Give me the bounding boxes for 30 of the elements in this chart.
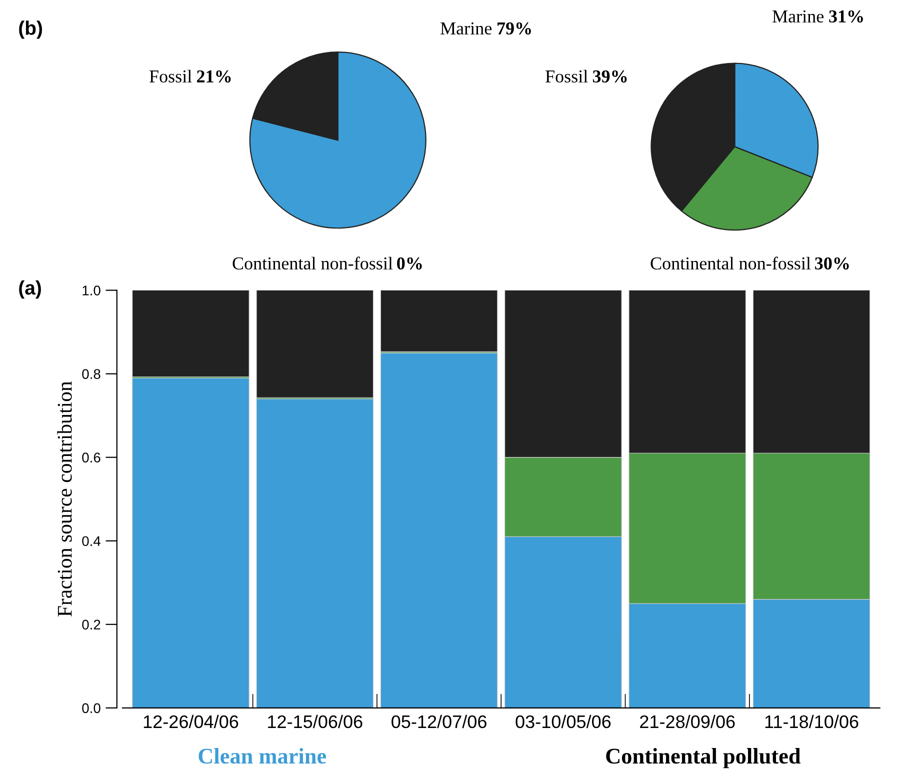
y-tick-label: 0.0 xyxy=(82,703,100,714)
y-tick-label: 0.4 xyxy=(82,536,101,546)
data-label: 31% xyxy=(829,10,863,23)
slice-label: Continental non-fossil xyxy=(650,256,811,270)
y-tick-label: 0.2 xyxy=(82,620,100,630)
data-label: 30% xyxy=(815,257,849,270)
data-label: 79% xyxy=(498,22,531,35)
text: Clean marine xyxy=(198,748,326,764)
text: (a) xyxy=(19,280,41,299)
x-tick-label: 11-18/10/06 xyxy=(765,714,858,728)
y-axis-title: Fraction source contribution xyxy=(57,381,72,617)
y-tick-label: 0.8 xyxy=(82,369,100,379)
text: Continental polluted xyxy=(606,748,801,768)
x-tick-label: 21-28/09/06 xyxy=(640,714,735,728)
text: (b) xyxy=(19,20,42,39)
pie-slice xyxy=(249,52,426,229)
x-tick-label: 12-15/06/06 xyxy=(268,714,362,728)
x-tick-label: 05-12/07/06 xyxy=(392,714,486,728)
data-label: 39% xyxy=(592,70,627,83)
slice-label: Fossil xyxy=(150,70,192,83)
y-tick-label: 0.6 xyxy=(82,452,100,462)
slice-label: Fossil xyxy=(546,70,588,83)
x-tick-label: 03-10/05/06 xyxy=(516,714,611,728)
text: 0% xyxy=(397,257,422,270)
x-tick-label: 12-26/04/06 xyxy=(144,714,238,728)
data-label: 21% xyxy=(197,70,231,83)
y-tick-label: 1.0 xyxy=(82,286,100,296)
category-label: Continental non-fossil xyxy=(232,256,393,270)
slice-label: Marine xyxy=(772,10,824,23)
slice-label: Marine xyxy=(440,22,492,35)
